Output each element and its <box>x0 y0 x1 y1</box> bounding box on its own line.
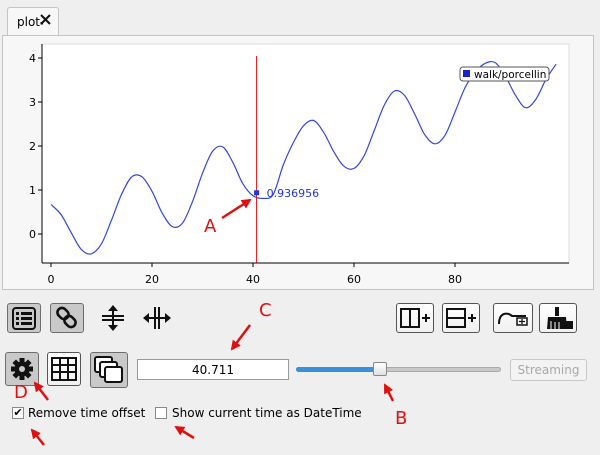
add-curve-icon <box>498 312 528 326</box>
legend-icon <box>12 307 36 330</box>
gear-icon <box>11 358 33 380</box>
show-datetime-checkbox[interactable] <box>155 407 167 419</box>
x-tick-label: 40 <box>246 273 260 286</box>
link-button[interactable] <box>50 303 84 333</box>
grid-button[interactable] <box>47 352 81 386</box>
y-tick-label: 0 <box>29 228 36 241</box>
settings-button[interactable] <box>5 352 39 386</box>
tab-plot[interactable]: plot <box>7 7 59 36</box>
arrow-c <box>230 324 251 351</box>
arrow-remove-offset <box>30 428 45 446</box>
y-tick-label: 1 <box>29 184 36 197</box>
cursor-point <box>254 190 260 196</box>
legend-label: walk/porcellin <box>474 69 546 81</box>
remove-time-offset-checkbox[interactable]: ✔ <box>12 406 24 419</box>
horizontal-zoom-button[interactable] <box>141 303 173 333</box>
link-icon <box>56 306 77 329</box>
split-horizontal-button[interactable] <box>442 303 480 333</box>
y-ticks: 0 1 2 3 4 <box>29 52 42 241</box>
tab-bar: plot <box>0 0 600 36</box>
cursor-value-label: 0.936956 <box>267 187 320 200</box>
arrow-datetime <box>174 425 195 440</box>
split-vertical-icon <box>400 308 430 328</box>
legend[interactable]: walk/porcellin <box>459 66 550 82</box>
y-tick-label: 4 <box>29 52 36 65</box>
y-tick-label: 3 <box>29 96 36 109</box>
tab-label: plot <box>17 15 40 29</box>
horizontal-zoom-icon <box>143 307 171 329</box>
windows-icon <box>94 356 123 383</box>
x-tick-label: 80 <box>448 273 462 286</box>
streaming-button[interactable]: Streaming <box>510 359 587 381</box>
slider-fill <box>296 367 381 372</box>
annotation-c: C <box>259 300 272 321</box>
slider-handle[interactable] <box>373 362 388 376</box>
arrow-b <box>383 383 395 402</box>
x-tick-label: 20 <box>145 273 159 286</box>
y-tick-label: 2 <box>29 140 36 153</box>
remove-time-offset-label: Remove time offset <box>28 406 146 420</box>
annotation-d: D <box>14 382 28 403</box>
clear-icon <box>547 307 573 329</box>
x-tick-label: 60 <box>347 273 361 286</box>
plot-chart[interactable]: 0 1 2 3 4 0 20 40 60 80 0.936956 walk/porcellin <box>0 0 600 290</box>
clear-button[interactable] <box>539 303 577 333</box>
time-input[interactable] <box>137 359 289 380</box>
annotation-a: A <box>204 216 217 237</box>
x-tick-label: 0 <box>48 273 55 286</box>
multi-window-button[interactable] <box>90 352 128 388</box>
annotation-b: B <box>395 408 408 429</box>
legend-button[interactable] <box>7 303 41 333</box>
legend-marker <box>463 70 470 77</box>
show-datetime-label: Show current time as DateTime <box>172 406 362 420</box>
grid-icon <box>51 357 77 381</box>
split-vertical-button[interactable] <box>396 303 434 333</box>
close-icon[interactable] <box>39 13 52 30</box>
add-curve-button[interactable] <box>493 303 533 333</box>
vertical-zoom-button[interactable] <box>97 303 129 333</box>
vertical-zoom-icon <box>102 305 124 331</box>
split-horizontal-icon <box>446 308 476 328</box>
x-ticks: 0 20 40 60 80 <box>48 263 462 286</box>
time-slider[interactable] <box>296 360 501 380</box>
